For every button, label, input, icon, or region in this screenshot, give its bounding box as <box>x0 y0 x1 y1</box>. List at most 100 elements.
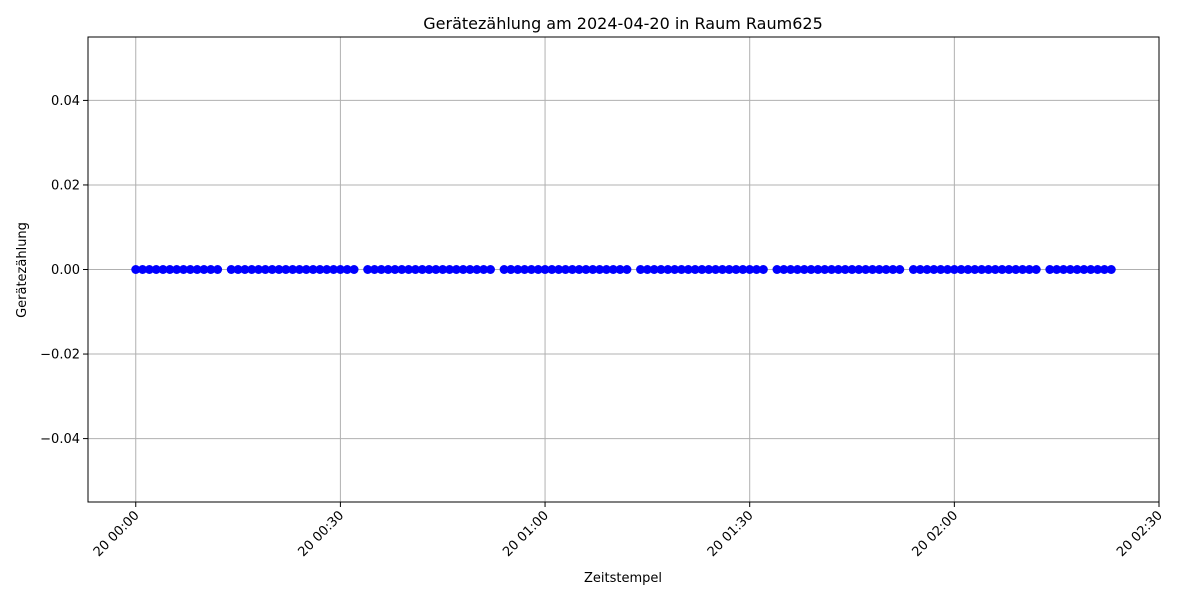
data-point <box>520 265 530 274</box>
data-point <box>554 265 564 274</box>
data-point <box>445 265 455 274</box>
chart-title: Gerätezählung am 2024-04-20 in Raum Raum… <box>423 14 823 33</box>
data-point <box>963 265 973 274</box>
data-point <box>881 265 891 274</box>
data-point <box>888 265 898 274</box>
data-point <box>595 265 605 274</box>
data-point <box>438 265 448 274</box>
data-point <box>240 265 250 274</box>
data-point <box>301 265 311 274</box>
data-point <box>322 265 332 274</box>
data-point <box>799 265 809 274</box>
data-point <box>458 265 468 274</box>
data-point <box>206 265 216 274</box>
data-point <box>670 265 680 274</box>
series-layer <box>131 265 1116 274</box>
data-point <box>861 265 871 274</box>
data-point <box>922 265 932 274</box>
data-point <box>281 265 291 274</box>
data-point <box>254 265 264 274</box>
data-point <box>915 265 925 274</box>
data-point <box>1004 265 1014 274</box>
data-point <box>1052 265 1062 274</box>
data-point <box>990 265 1000 274</box>
y-tick-label: 0.02 <box>51 178 80 193</box>
data-point <box>226 265 236 274</box>
data-point <box>752 265 762 274</box>
data-point <box>1099 265 1109 274</box>
data-point <box>363 265 373 274</box>
data-point <box>472 265 482 274</box>
data-point <box>213 265 223 274</box>
y-tick-label: 0.00 <box>51 263 80 278</box>
data-point <box>172 265 182 274</box>
data-point <box>165 265 175 274</box>
data-point <box>417 265 427 274</box>
data-point <box>404 265 414 274</box>
data-point <box>247 265 257 274</box>
data-point <box>588 265 598 274</box>
data-point <box>144 265 154 274</box>
data-point <box>329 265 339 274</box>
data-point <box>1058 265 1068 274</box>
data-point <box>383 265 393 274</box>
data-point <box>1072 265 1082 274</box>
data-point <box>540 265 550 274</box>
data-point <box>513 265 523 274</box>
data-point <box>717 265 727 274</box>
data-point <box>1031 265 1041 274</box>
data-point <box>683 265 693 274</box>
data-point <box>431 265 441 274</box>
y-axis-title: Gerätezählung <box>15 222 30 318</box>
data-point <box>622 265 632 274</box>
data-point <box>260 265 270 274</box>
data-point <box>349 265 359 274</box>
data-point <box>642 265 652 274</box>
data-point <box>1024 265 1034 274</box>
data-point <box>158 265 168 274</box>
data-point <box>949 265 959 274</box>
x-axis-title: Zeitstempel <box>584 571 662 586</box>
data-point <box>983 265 993 274</box>
data-point <box>779 265 789 274</box>
data-point <box>451 265 461 274</box>
data-point <box>131 265 141 274</box>
data-point <box>1011 265 1021 274</box>
data-point <box>690 265 700 274</box>
data-point <box>601 265 611 274</box>
data-point <box>561 265 571 274</box>
data-point <box>376 265 386 274</box>
data-point <box>840 265 850 274</box>
data-point <box>663 265 673 274</box>
data-point <box>185 265 195 274</box>
data-point <box>724 265 734 274</box>
data-point <box>424 265 434 274</box>
data-point <box>533 265 543 274</box>
data-point <box>649 265 659 274</box>
data-point <box>820 265 830 274</box>
data-point <box>526 265 536 274</box>
data-point <box>1079 265 1089 274</box>
data-point <box>390 265 400 274</box>
data-point <box>479 265 489 274</box>
data-point <box>874 265 884 274</box>
data-point <box>199 265 209 274</box>
data-point <box>806 265 816 274</box>
data-point <box>977 265 987 274</box>
data-point <box>274 265 284 274</box>
data-point <box>192 265 202 274</box>
data-point <box>267 265 277 274</box>
y-tick-label: 0.04 <box>51 94 80 109</box>
y-tick-label: −0.02 <box>40 348 80 363</box>
data-point <box>697 265 707 274</box>
data-point <box>936 265 946 274</box>
data-point <box>608 265 618 274</box>
y-tick-label: −0.04 <box>40 432 80 447</box>
data-point <box>288 265 298 274</box>
data-point <box>813 265 823 274</box>
data-point <box>772 265 782 274</box>
data-point <box>581 265 591 274</box>
data-point <box>1093 265 1103 274</box>
